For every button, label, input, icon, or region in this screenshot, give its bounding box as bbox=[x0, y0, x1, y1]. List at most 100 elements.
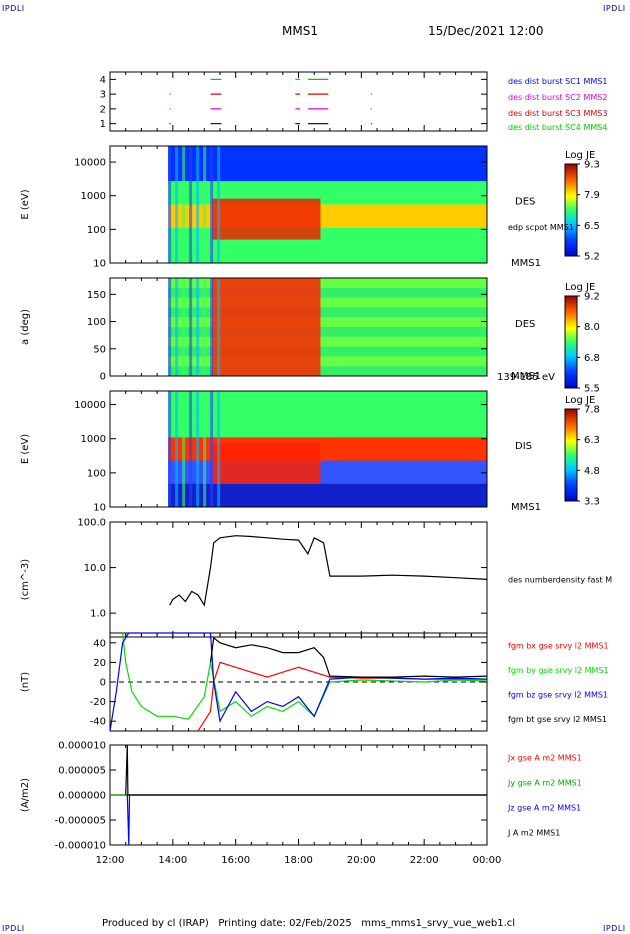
overlay-label: edp scpot MMS1 bbox=[508, 223, 574, 232]
y-tick-label: 2 bbox=[100, 104, 106, 115]
legend-entry: des numberdensity fast M bbox=[508, 576, 612, 585]
legend-entry: des dist burst SC3 MMS3 bbox=[508, 109, 607, 118]
spectrogram-cell-2 bbox=[168, 336, 487, 348]
spacecraft-label-1: MMS1 bbox=[511, 258, 541, 269]
y-tick-label: 0 bbox=[100, 678, 106, 689]
series-line-3 bbox=[125, 744, 487, 796]
colorbar-tick-label: 6.8 bbox=[584, 353, 600, 364]
spectrogram-cell-1 bbox=[168, 157, 487, 170]
spectrogram-stripe bbox=[196, 278, 200, 376]
spectrogram-stripe bbox=[182, 278, 186, 376]
colorbar-tick-label: 5.5 bbox=[584, 384, 600, 395]
y-tick-label: 10 bbox=[93, 259, 106, 270]
corner-mark-tr: IPDLI bbox=[603, 4, 626, 13]
colorbar-title-2: Log JE bbox=[565, 282, 595, 293]
spectrogram-stripe bbox=[182, 146, 186, 263]
corner-mark-br: IPDLI bbox=[603, 924, 626, 933]
y-tick-label: 40 bbox=[93, 638, 106, 649]
legend-entry: Jx gse A m2 MMS1 bbox=[507, 754, 582, 763]
y-tick-label: 1000 bbox=[81, 191, 106, 202]
panel-frame-overlay bbox=[109, 390, 488, 508]
spectrogram-stripe bbox=[217, 146, 221, 263]
spectrogram-cell-2 bbox=[168, 317, 487, 328]
footer-credit: Produced by cl (IRAP) Printing date: 02/… bbox=[102, 918, 516, 929]
spectrogram-hot-region-2 bbox=[212, 278, 321, 376]
spectrogram-cell-2 bbox=[168, 327, 487, 338]
y-tick-label: 100 bbox=[87, 225, 106, 236]
legend-entry: Jy gse A m2 MMS1 bbox=[507, 779, 582, 788]
x-tick-label: 22:00 bbox=[410, 855, 439, 866]
series-line-0 bbox=[197, 661, 487, 732]
colorbar-tick-label: 7.9 bbox=[584, 190, 600, 201]
spectrogram-cell-2 bbox=[168, 356, 487, 367]
spectrogram-cell-1 bbox=[168, 181, 487, 194]
y-tick-label: 10000 bbox=[74, 400, 106, 411]
y-axis-label-2: a (deg) bbox=[20, 309, 31, 345]
series-line-3 bbox=[209, 636, 488, 678]
spectrogram-stripe bbox=[210, 391, 214, 507]
spectrogram-stripe bbox=[217, 391, 221, 507]
y-tick-label: 1.0 bbox=[90, 609, 106, 620]
spectrogram-cell-1 bbox=[168, 169, 487, 182]
y-tick-label: 10000 bbox=[74, 158, 106, 169]
y-tick-label: 1 bbox=[100, 119, 106, 130]
spacecraft-label-3: MMS1 bbox=[511, 502, 541, 513]
y-axis-label-1: E (eV) bbox=[20, 189, 31, 219]
spectrogram-cell-3 bbox=[168, 425, 487, 438]
spectrogram-stripe bbox=[203, 146, 207, 263]
spectrogram-stripe bbox=[168, 391, 172, 507]
legend-entry: des dist burst SC1 MMS1 bbox=[508, 77, 607, 86]
spectrogram-cell-3 bbox=[168, 391, 487, 404]
spectrogram-stripe bbox=[210, 278, 214, 376]
spectrogram-stripe bbox=[175, 391, 179, 507]
x-tick-label: 20:00 bbox=[347, 855, 376, 866]
spectrogram-stripe bbox=[196, 391, 200, 507]
spectrogram-cell-2 bbox=[168, 366, 487, 377]
x-tick-label: 18:00 bbox=[284, 855, 313, 866]
y-tick-label: 1000 bbox=[81, 434, 106, 445]
colorbar-tick-label: 6.5 bbox=[584, 221, 600, 232]
spectrogram-stripe bbox=[203, 391, 207, 507]
legend-entry: des dist burst SC4 MMS4 bbox=[508, 123, 607, 132]
plot-title: MMS1 bbox=[282, 24, 318, 38]
colorbar-tick-label: 8.0 bbox=[584, 322, 600, 333]
spectrogram-cell-1 bbox=[168, 146, 487, 159]
y-tick-label: -20 bbox=[90, 697, 106, 708]
spectrogram-cell-2 bbox=[168, 346, 487, 357]
legend-entry: fgm bt gse srvy l2 MMS1 bbox=[508, 715, 607, 724]
spacecraft-label-2: MMS1 bbox=[511, 371, 541, 382]
spectrogram-cell-2 bbox=[168, 278, 487, 289]
panel-frame-4 bbox=[109, 521, 488, 638]
y-axis-label-3: E (eV) bbox=[20, 434, 31, 464]
series-line-2 bbox=[126, 794, 131, 846]
legend-entry: fgm bx gse srvy l2 MMS1 bbox=[508, 641, 609, 650]
spectrogram-stripe bbox=[175, 278, 179, 376]
spectrogram-stripe bbox=[189, 391, 193, 507]
spectrogram-cell-3 bbox=[168, 483, 487, 496]
colorbar-tick-label: 6.3 bbox=[584, 435, 600, 446]
y-tick-label: 20 bbox=[93, 658, 106, 669]
x-tick-label: 14:00 bbox=[158, 855, 187, 866]
series-line-1 bbox=[122, 632, 488, 720]
y-tick-label: -40 bbox=[90, 717, 106, 728]
colorbar-tick-label: 3.3 bbox=[584, 497, 600, 508]
spectrogram-cell-3 bbox=[168, 414, 487, 427]
spectrogram-cell-2 bbox=[168, 287, 487, 299]
x-tick-label: 16:00 bbox=[221, 855, 250, 866]
colorbar-tick-label: 4.8 bbox=[584, 466, 600, 477]
colorbar-1 bbox=[564, 163, 578, 257]
spectrogram-hot-region-1 bbox=[212, 198, 321, 240]
spectrogram-stripe bbox=[182, 391, 186, 507]
y-tick-label: 50 bbox=[93, 344, 106, 355]
y-tick-label: 100 bbox=[87, 468, 106, 479]
spectrogram-stripe bbox=[196, 146, 200, 263]
y-axis-label-4: (cm^-3) bbox=[20, 559, 31, 600]
y-tick-label: 0.000005 bbox=[58, 766, 106, 777]
y-tick-label: 0 bbox=[100, 372, 106, 383]
legend-entry: J A m2 MMS1 bbox=[507, 829, 560, 838]
y-axis-label-6: (A/m2) bbox=[20, 778, 31, 812]
spectrogram-stripe bbox=[168, 278, 172, 376]
panel-frame-overlay bbox=[109, 277, 488, 377]
y-axis-label-5: (nT) bbox=[20, 672, 31, 692]
instrument-label-2: DES bbox=[515, 319, 535, 330]
